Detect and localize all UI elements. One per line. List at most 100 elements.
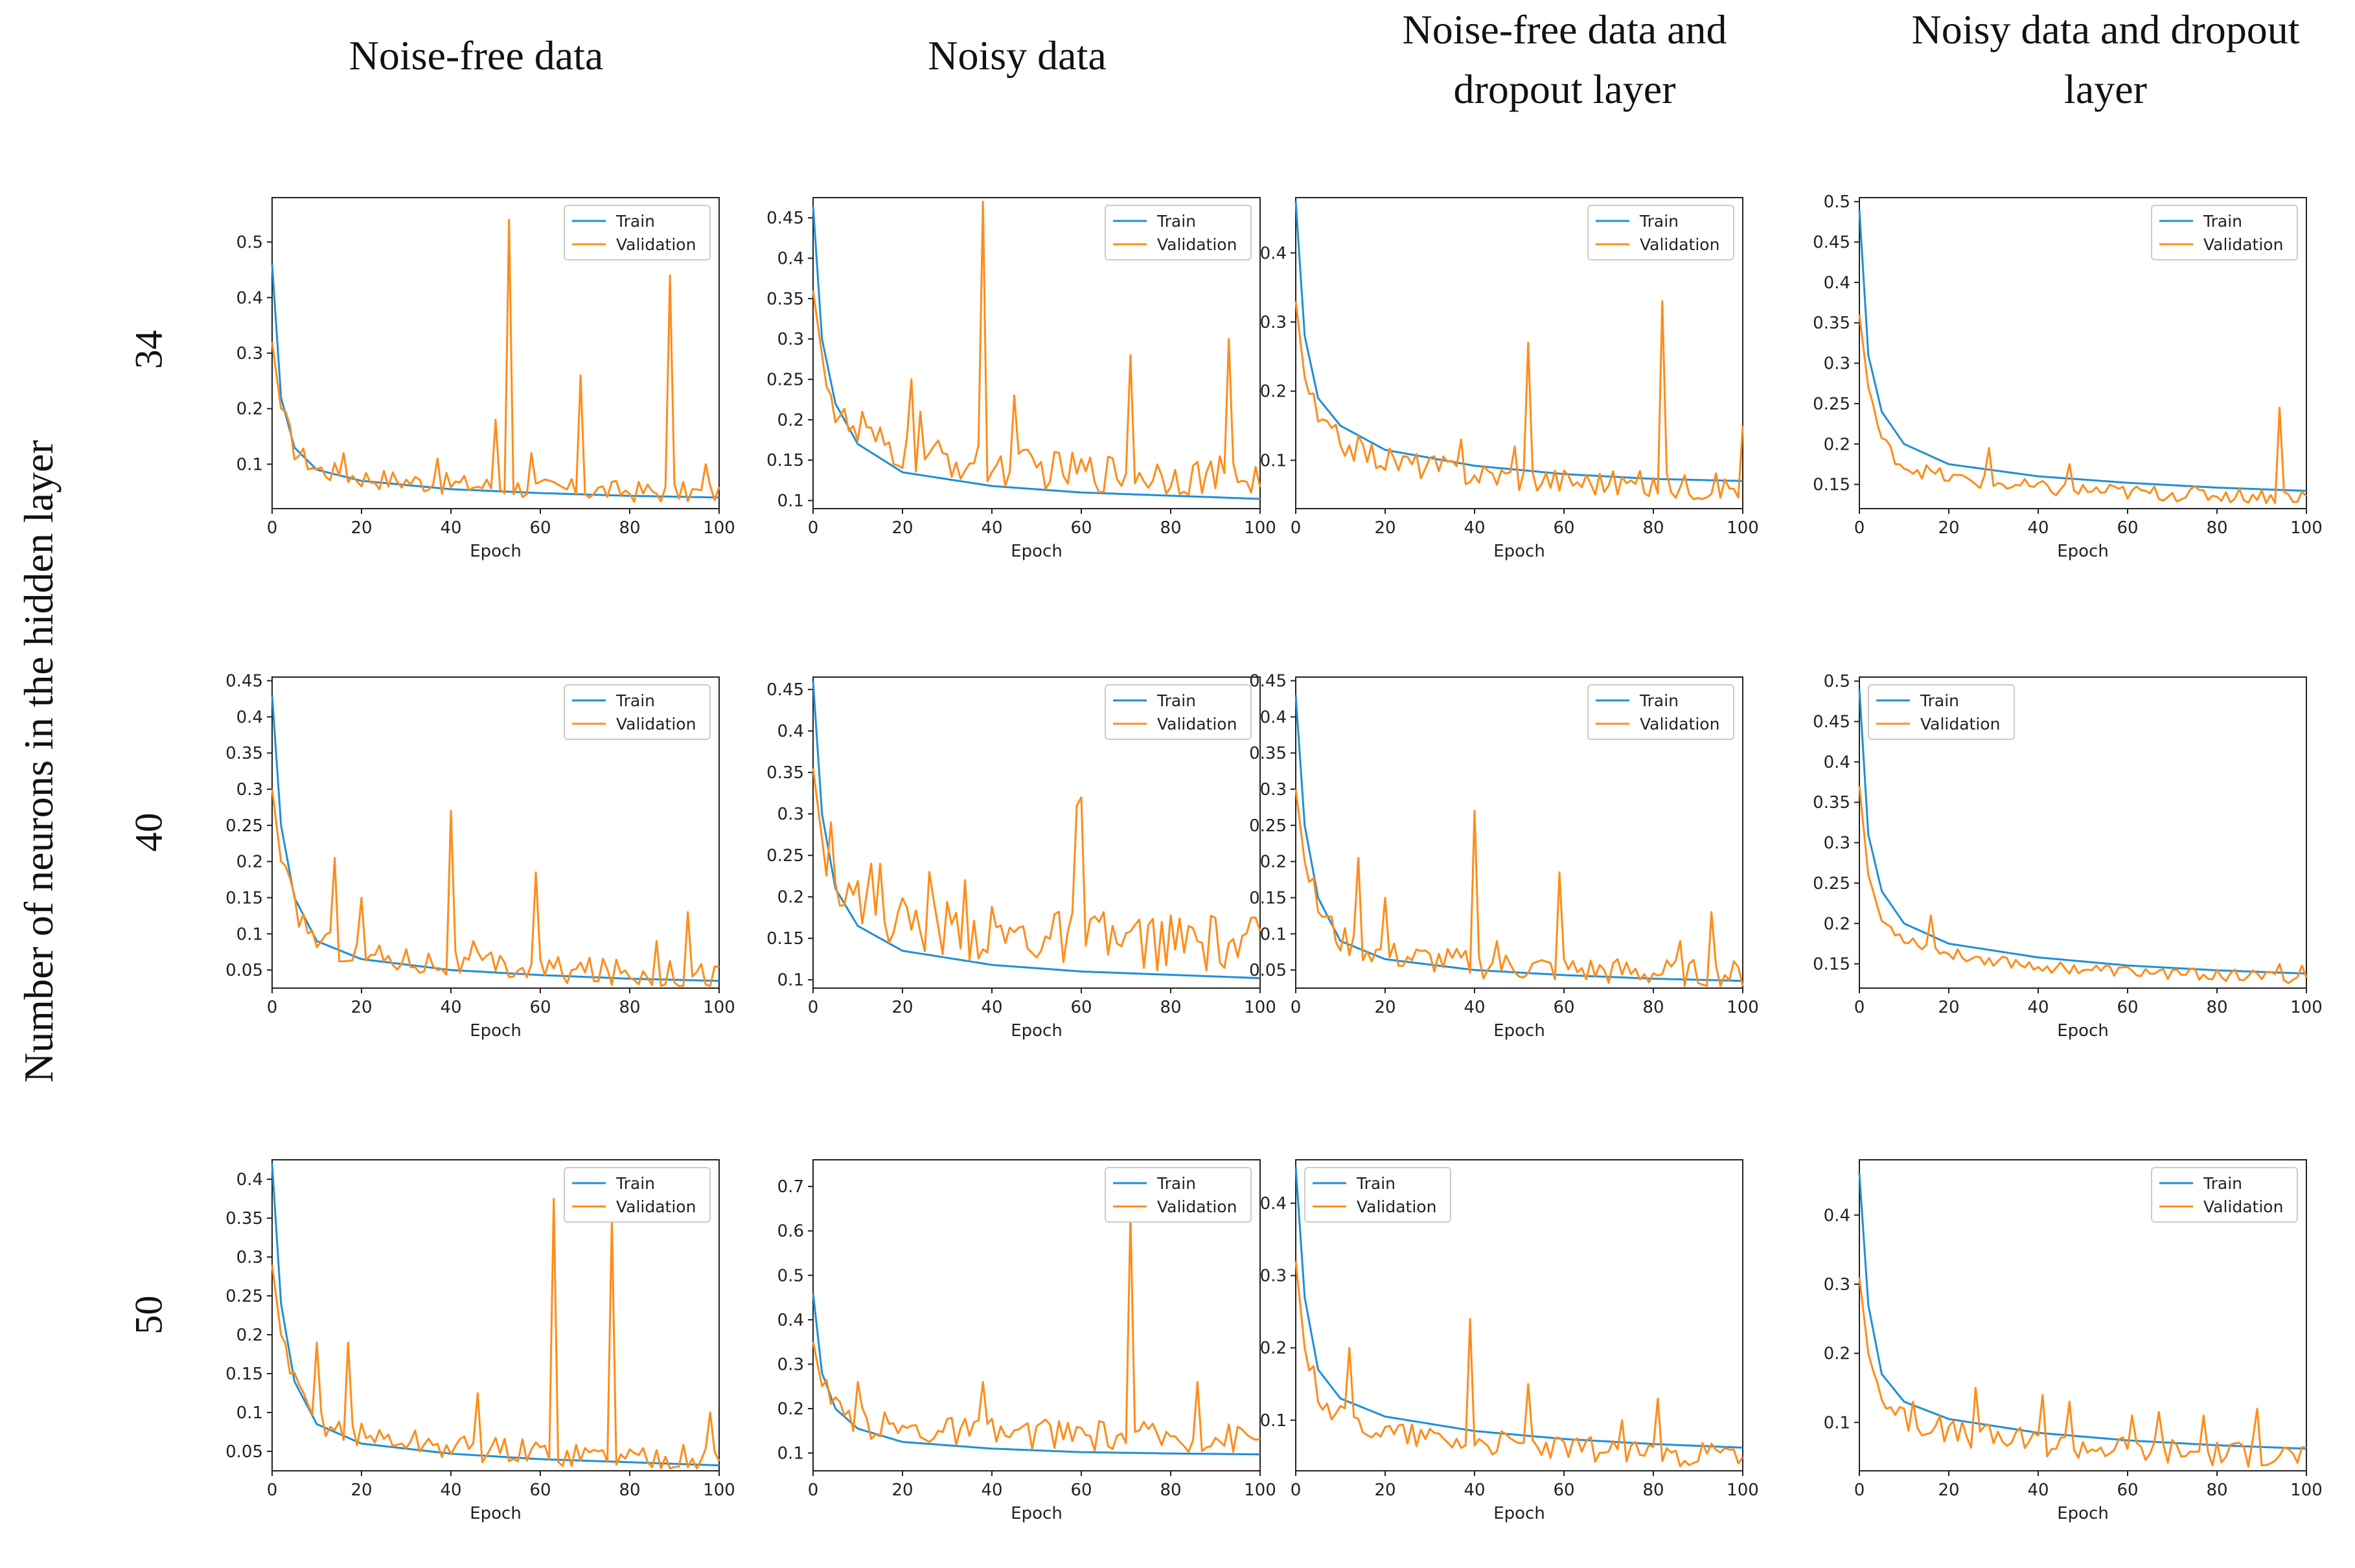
y-tick-label: 0.2: [777, 1400, 804, 1419]
y-tick-label: 0.45: [1813, 713, 1850, 732]
legend: Train Validation: [1105, 1167, 1252, 1223]
y-tick-label: 0.1: [1260, 451, 1287, 470]
y-tick-label: 0.1: [236, 455, 263, 474]
series-line-train: [812, 681, 1261, 980]
x-tick-label: 80: [2206, 518, 2227, 538]
y-tick-label: 0.45: [1249, 672, 1287, 691]
x-tick-label: 40: [2027, 998, 2049, 1017]
x-tick-label: 0: [1291, 518, 1302, 538]
legend-label-validation: Validation: [1157, 1197, 1237, 1216]
y-tick-label: 0.35: [225, 1209, 263, 1228]
plot-frame: [271, 676, 720, 989]
chart-panel-6: 0.1 0.15 0.2 0.25 0.3 0.35 0.4 0.45 0 20 40 60 80 100…: [766, 676, 1276, 1041]
x-tick-label: 20: [1938, 998, 1959, 1017]
x-tick-label: 60: [1070, 998, 1092, 1017]
chart-panel-10: 0.1 0.2 0.3 0.4 0.5 0.6 0.7 0 20 40 60 80 100 Epoch Tr…: [777, 1159, 1276, 1523]
y-tick-label: 0.2: [236, 400, 263, 419]
y-tick-label: 0.05: [225, 961, 263, 980]
x-axis-label: Epoch: [1493, 542, 1545, 561]
x-tick-label: 60: [1070, 1481, 1092, 1500]
x-tick-label: 60: [529, 998, 551, 1017]
x-tick-label: 80: [1160, 998, 1181, 1017]
y-tick-label: 0.2: [777, 888, 804, 907]
y-tick-label: 0.15: [766, 451, 804, 470]
x-tick-label: 20: [1938, 518, 1959, 538]
y-tick-label: 0.1: [777, 1444, 804, 1464]
y-tick-label: 0.5: [1824, 672, 1850, 691]
series-line-validation: [271, 1197, 720, 1470]
x-tick-label: 80: [1160, 518, 1181, 538]
x-tick-label: 80: [1642, 1481, 1664, 1500]
y-tick-label: 0.35: [1249, 744, 1287, 763]
legend-label-validation: Validation: [1157, 235, 1237, 254]
x-tick-label: 60: [1553, 518, 1574, 538]
x-axis-label: Epoch: [1011, 542, 1063, 561]
x-tick-label: 40: [440, 518, 461, 538]
chart-panel-1: 0.1 0.2 0.3 0.4 0.5 0 20 40 60 80 100 Epoch Train Val…: [236, 197, 735, 561]
x-tick-label: 80: [1642, 998, 1664, 1017]
x-axis-label: Epoch: [470, 542, 522, 561]
y-tick-label: 0.1: [236, 1403, 263, 1423]
y-tick-label: 0.2: [1260, 382, 1287, 402]
plot-frame: [812, 197, 1261, 509]
x-tick-label: 100: [2290, 998, 2323, 1017]
x-tick-label: 20: [1374, 998, 1396, 1017]
legend-label-train: Train: [1639, 691, 1679, 710]
y-tick-label: 0.4: [1260, 708, 1287, 727]
y-tick-label: 0.3: [777, 330, 804, 349]
legend: Train Validation: [1304, 1167, 1451, 1223]
y-tick-label: 0.4: [777, 722, 804, 741]
y-tick-label: 0.15: [1813, 476, 1850, 495]
x-axis-label: Epoch: [2057, 542, 2109, 561]
legend-label-validation: Validation: [1357, 1197, 1436, 1216]
legend: Train Validation: [1587, 205, 1734, 260]
series-line-train: [812, 1293, 1260, 1456]
x-tick-label: 40: [440, 998, 461, 1017]
series-line-validation: [812, 200, 1261, 496]
row-label-40-text: 40: [127, 813, 170, 852]
series-line-validation: [271, 218, 720, 503]
legend-label-train: Train: [1356, 1174, 1396, 1193]
plot-frame: [1295, 676, 1743, 989]
series-line-train: [271, 1163, 720, 1467]
x-tick-label: 20: [350, 998, 372, 1017]
x-tick-label: 40: [2027, 518, 2049, 538]
y-tick-label: 0.2: [1824, 1344, 1850, 1364]
x-tick-label: 0: [267, 518, 278, 538]
series-line-validation: [1294, 789, 1744, 987]
y-tick-label: 0.5: [777, 1266, 804, 1286]
chart-panel-2: 0.1 0.15 0.2 0.25 0.3 0.35 0.4 0.45 0 20 40 60 80 100…: [766, 197, 1276, 561]
y-tick-label: 0.2: [236, 853, 263, 872]
y-tick-label: 0.2: [777, 411, 804, 430]
x-tick-label: 60: [529, 518, 551, 538]
legend-label-train: Train: [615, 212, 655, 231]
y-tick-label: 0.1: [1260, 925, 1287, 944]
x-axis-label: Epoch: [470, 1504, 522, 1523]
y-tick-label: 0.4: [236, 708, 263, 727]
y-tick-label: 0.35: [766, 290, 804, 309]
series-line-validation: [1294, 1261, 1744, 1468]
x-tick-label: 100: [703, 518, 735, 538]
y-tick-label: 0.7: [777, 1177, 804, 1197]
y-tick-label: 0.1: [777, 971, 804, 990]
y-tick-label: 0.45: [766, 209, 804, 228]
x-axis-label: Epoch: [2057, 1504, 2109, 1523]
x-tick-label: 20: [1938, 1481, 1959, 1500]
y-tick-label: 0.25: [766, 846, 804, 866]
x-tick-label: 0: [808, 998, 819, 1017]
x-tick-label: 80: [619, 1481, 640, 1500]
series-line-train: [1858, 209, 2307, 492]
row-label-50-text: 50: [127, 1295, 170, 1335]
x-tick-label: 0: [1854, 1481, 1865, 1500]
chart-panel-11: 0.1 0.2 0.3 0.4 0 20 40 60 80 100 Epoch Train Valida…: [1260, 1159, 1759, 1523]
x-axis-label: Epoch: [1011, 1021, 1063, 1041]
x-tick-label: 100: [1727, 998, 1759, 1017]
series-line-validation: [271, 789, 720, 987]
legend: Train Validation: [1105, 205, 1252, 260]
legend-label-validation: Validation: [1157, 715, 1237, 733]
y-tick-label: 0.3: [236, 780, 263, 800]
plot-frame: [812, 1159, 1261, 1471]
series-line-train: [812, 205, 1261, 500]
x-tick-label: 0: [808, 1481, 819, 1500]
series-line-train: [1294, 1167, 1743, 1449]
